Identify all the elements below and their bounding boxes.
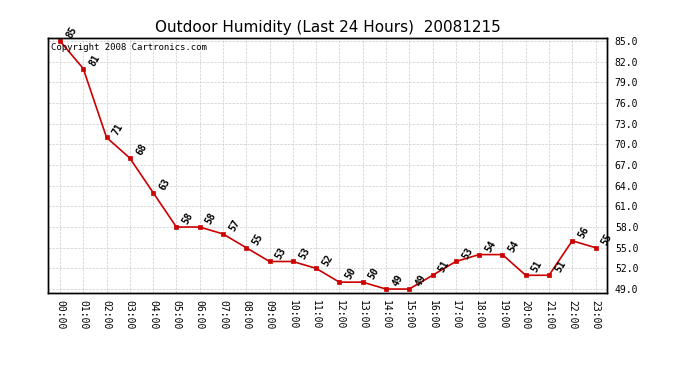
Text: 51: 51 (437, 260, 451, 274)
Text: 81: 81 (88, 53, 102, 68)
Text: 51: 51 (530, 260, 544, 274)
Text: Copyright 2008 Cartronics.com: Copyright 2008 Cartronics.com (51, 43, 207, 52)
Text: 63: 63 (157, 177, 172, 192)
Text: 49: 49 (390, 273, 404, 288)
Text: 50: 50 (367, 266, 382, 281)
Text: 55: 55 (250, 232, 265, 247)
Title: Outdoor Humidity (Last 24 Hours)  20081215: Outdoor Humidity (Last 24 Hours) 2008121… (155, 20, 501, 35)
Text: 85: 85 (64, 25, 79, 40)
Text: 57: 57 (227, 218, 242, 233)
Text: 53: 53 (274, 246, 288, 261)
Text: 51: 51 (553, 260, 568, 274)
Text: 68: 68 (134, 142, 148, 158)
Text: 58: 58 (181, 211, 195, 226)
Text: 58: 58 (204, 211, 218, 226)
Text: 55: 55 (600, 232, 614, 247)
Text: 53: 53 (297, 246, 311, 261)
Text: 53: 53 (460, 246, 475, 261)
Text: 54: 54 (483, 238, 497, 254)
Text: 50: 50 (344, 266, 358, 281)
Text: 52: 52 (320, 252, 335, 268)
Text: 54: 54 (506, 238, 521, 254)
Text: 71: 71 (110, 122, 125, 136)
Text: 56: 56 (576, 225, 591, 240)
Text: 49: 49 (413, 273, 428, 288)
